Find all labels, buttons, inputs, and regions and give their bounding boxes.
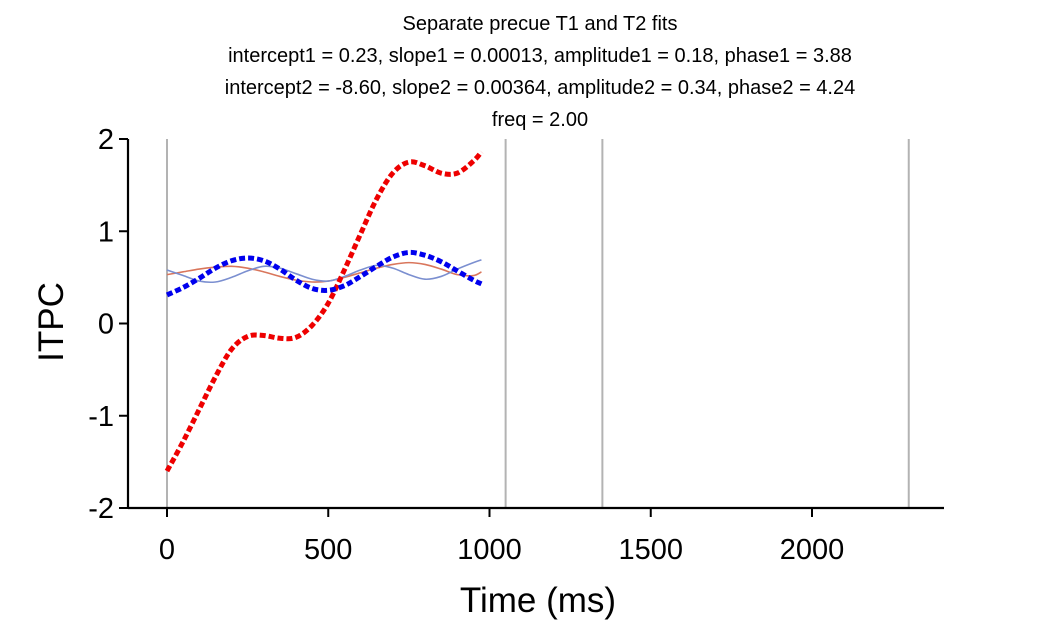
x-tick-label-0: 0: [159, 534, 175, 566]
series-line-3: [166, 259, 482, 284]
chart-title-line-3: intercept2 = -8.60, slope2 = 0.00364, am…: [225, 77, 855, 99]
y-tick-label-2: 0: [98, 309, 114, 341]
x-tick-label-3: 1500: [618, 534, 683, 566]
y-tick-label-0: -2: [88, 493, 114, 525]
x-axis-ticks: 0 500 1000 1500 2000: [159, 508, 844, 566]
chart-title-line-2: intercept1 = 0.23, slope1 = 0.00013, amp…: [228, 45, 852, 67]
y-axis-ticks: -2 -1 0 1 2: [88, 124, 128, 525]
y-tick-label-1: -1: [88, 401, 114, 433]
x-tick-label-1: 500: [304, 534, 352, 566]
series-line-1: [165, 249, 483, 298]
y-tick-label-4: 2: [98, 124, 114, 156]
x-axis-label: Time (ms): [460, 581, 616, 620]
y-axis-label: ITPC: [32, 282, 71, 362]
y-tick-label-3: 1: [98, 216, 114, 248]
series-line-0: [164, 150, 484, 473]
chart-title: Separate precue T1 and T2 fits intercept…: [225, 13, 855, 131]
reference-lines: [166, 139, 910, 508]
series-line-2: [166, 261, 482, 283]
chart-title-line-4: freq = 2.00: [492, 109, 588, 131]
chart-title-line-1: Separate precue T1 and T2 fits: [403, 13, 678, 35]
plot-series: [164, 150, 484, 473]
x-tick-label-2: 1000: [457, 534, 522, 566]
x-tick-label-4: 2000: [780, 534, 845, 566]
